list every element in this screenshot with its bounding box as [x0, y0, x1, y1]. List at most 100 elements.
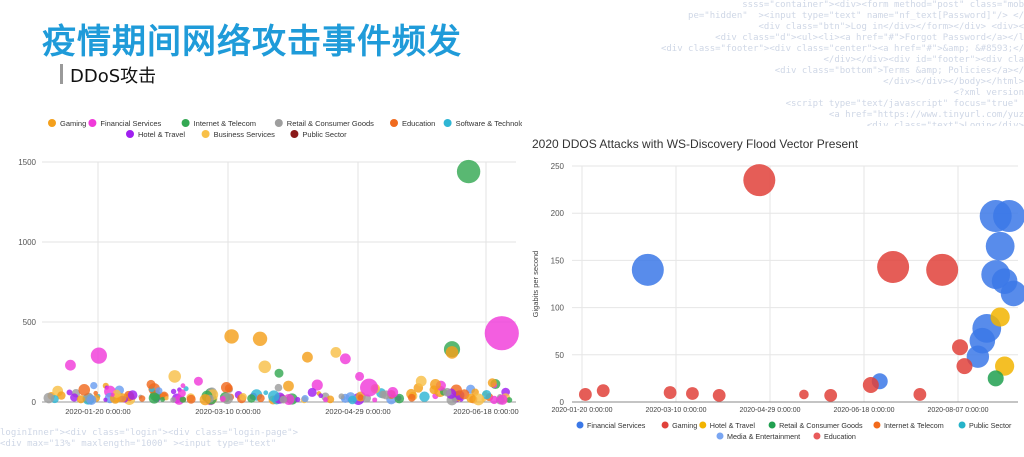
right-bubble-hotel-and-travel [995, 356, 1015, 376]
right-bubble-retail-and-consumer-goods [987, 370, 1004, 387]
left-bubble-financial-services [387, 387, 399, 398]
right-bubble-gaming [663, 386, 677, 399]
left-bubble-cluster [489, 395, 499, 405]
left-bubble-cluster [148, 392, 160, 404]
left-bubble-education [146, 379, 156, 389]
left-bubble-cluster [407, 393, 416, 402]
left-bubble-business-services [330, 347, 342, 358]
right-xtick-label: 2020-03-10 0:00:00 [645, 407, 706, 414]
legend-label-public-sector: Public Sector [969, 421, 1012, 430]
left-bubble-cluster [86, 394, 97, 405]
legend-label-education: Education [824, 432, 856, 441]
left-bubble-cluster [76, 395, 85, 404]
left-bubble-cluster [279, 395, 288, 404]
left-bubble-financial-services [339, 353, 351, 365]
left-bubble-cluster [220, 382, 232, 393]
left-bubble-cluster [93, 390, 98, 396]
left-ytick-label: 0 [32, 398, 37, 407]
legend-label-business-services: Business Services [214, 130, 276, 139]
legend-marker-public-sector [958, 421, 966, 429]
left-bubble-cluster [323, 397, 329, 403]
legend-label-gaming: Gaming [60, 119, 86, 128]
left-bubble-cluster [155, 387, 163, 395]
left-bubble-cluster [326, 395, 335, 404]
left-bubble-chart: Gaming Financial Services Internet & Telec… [18, 119, 639, 416]
right-bubble-gaming [743, 164, 776, 197]
legend-label-retail-and-consumer-goods: Retail & Consumer Goods [779, 421, 863, 430]
legend-label-internet-and-telecom: Internet & Telecom [194, 119, 256, 128]
legend-marker-internet-and-telecom [181, 119, 190, 127]
left-bubble-cluster [318, 393, 324, 399]
left-bubble-cluster [239, 393, 247, 401]
legend-marker-software-and-technology [443, 119, 452, 127]
left-bubble-cluster [66, 389, 73, 396]
slide-subtitle: DDoS攻击 [70, 66, 157, 87]
right-bubble-financial-services [985, 231, 1015, 261]
right-bubble-gaming [877, 251, 910, 284]
left-bubble-financial-services [90, 347, 107, 364]
right-bubble-gaming [926, 253, 959, 286]
right-xtick-label: 2020-08-07 0:00:00 [927, 407, 988, 414]
subtitle-accent-bar [60, 64, 63, 84]
left-bubble-financial-services [484, 316, 519, 351]
slide-title: 疫情期间网络攻击事件频发 [42, 22, 462, 62]
left-bubble-cluster [247, 394, 256, 403]
left-ytick-label: 1000 [18, 238, 36, 247]
left-chart-panel: Gaming Financial Services Internet & Telec… [8, 110, 639, 428]
left-bubble-cluster [256, 394, 265, 403]
left-bubble-cluster [127, 390, 138, 400]
right-bubble-chart: 2020 DDOS Attacks with WS-Discovery Floo… [531, 137, 1024, 441]
left-bubble-internet-and-telecom [274, 368, 284, 378]
left-legend: Gaming Financial Services Internet & Telec… [48, 119, 639, 139]
left-xtick-label: 2020-04-29 0:00:00 [325, 407, 390, 416]
left-bubble-cluster [497, 394, 508, 405]
right-y-axis-label: Gigabits per second [531, 251, 540, 318]
left-bubble-cluster [348, 395, 357, 405]
right-points [578, 164, 1024, 402]
left-bubble-cluster [164, 396, 169, 401]
legend-marker-internet-and-telecom [873, 421, 881, 429]
right-legend: Financial Services Gaming Hotel & Travel Re… [576, 421, 1012, 441]
right-ytick-label: 50 [555, 351, 564, 360]
legend-marker-hotel-and-travel [699, 421, 707, 429]
left-bubble-gaming [302, 351, 313, 363]
right-bubble-gaming [578, 388, 592, 401]
left-bubble-cluster [442, 387, 452, 397]
left-bubble-cluster [274, 383, 283, 392]
left-bubble-cluster [466, 393, 476, 404]
left-bubble-cluster [57, 391, 66, 400]
left-bubble-internet-and-telecom [456, 159, 481, 184]
legend-marker-financial-services [576, 421, 584, 429]
left-bubble-financial-services [360, 378, 379, 397]
legend-marker-business-services [201, 130, 210, 138]
left-points [43, 159, 519, 406]
left-bubble-cluster [481, 389, 492, 400]
legend-label-gaming: Gaming [672, 421, 697, 430]
left-bubble-cluster [419, 391, 430, 402]
right-bubble-gaming [862, 377, 879, 394]
left-bubble-gaming [224, 329, 239, 344]
left-bubble-cluster [338, 393, 345, 400]
left-xtick-label: 2020-06-18 0:00:00 [453, 407, 518, 416]
right-xtick-label: 2020-06-18 0:00:00 [833, 407, 894, 414]
right-bubble-gaming [799, 389, 809, 400]
right-bubble-financial-services [966, 345, 990, 368]
left-bubble-cluster [180, 383, 186, 389]
left-bubble-hotel-and-travel [307, 387, 317, 397]
legend-marker-retail-and-consumer-goods [274, 119, 283, 127]
left-bubble-cluster [78, 384, 91, 396]
right-bubble-gaming [712, 388, 726, 402]
right-ytick-label: 150 [551, 256, 565, 265]
legend-label-hotel-and-travel: Hotel & Travel [138, 130, 185, 139]
left-bubble-cluster [110, 392, 115, 397]
background-code-texture-top: ssss="container"><div><form method="post… [660, 0, 1024, 140]
left-bubble-cluster [183, 386, 189, 392]
left-bubble-cluster [103, 397, 108, 402]
legend-label-financial-services: Financial Services [100, 119, 161, 128]
left-bubble-business-services [258, 360, 272, 374]
left-bubble-cluster [263, 390, 269, 396]
legend-label-hotel-and-travel: Hotel & Travel [710, 421, 756, 430]
left-bubble-gaming [487, 378, 497, 388]
left-bubble-cluster [283, 394, 295, 406]
left-bubble-cluster [160, 396, 166, 402]
